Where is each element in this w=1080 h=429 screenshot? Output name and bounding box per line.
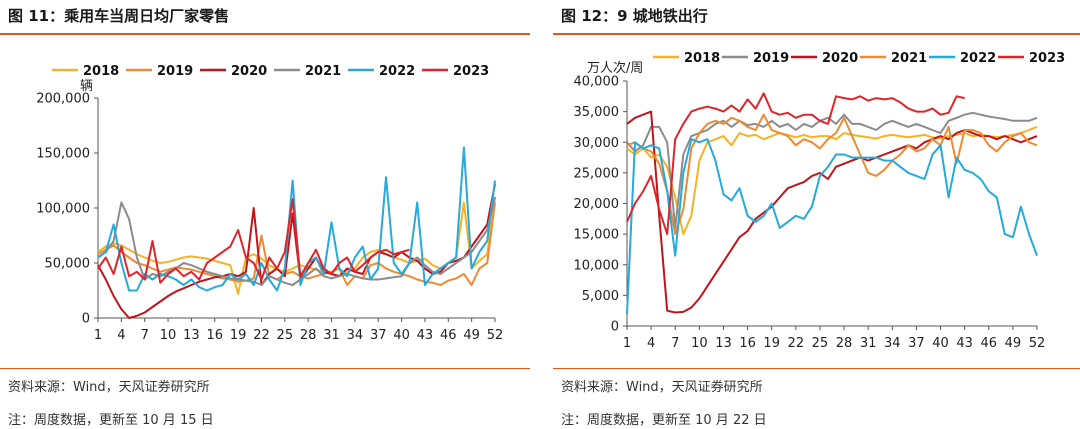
source-rule [0,368,530,369]
x-tick-label: 37 [908,336,925,351]
source-rule [553,368,1080,369]
x-tick-label: 25 [812,336,829,351]
series-line-2021 [97,196,496,286]
legend-label-2019: 2019 [753,51,789,66]
left-panel: 图 11：乘用车当周日均厂家零售 0 50,000 100,000 150,000 20… [0,0,530,429]
y-tick-label: 100,000 [36,202,90,217]
x-tick-label: 40 [932,336,949,351]
legend-label-2018: 2018 [684,51,720,66]
series-line-2020 [626,110,1038,314]
series-line-2023 [626,92,965,236]
x-tick-label: 19 [763,336,780,351]
legend-label-2020: 2020 [231,64,267,79]
y-tick-label: 5,000 [582,289,619,304]
x-tick-label: 4 [647,336,655,351]
series-line-2019 [626,111,1038,229]
x-tick-label: 16 [206,328,223,343]
x-tick-label: 25 [277,328,294,343]
y-tick-label: 50,000 [45,257,91,272]
legend-label-2021: 2021 [891,51,927,66]
source-text: 资料来源：Wind，天风证券研究所 [8,380,210,395]
x-tick-label: 4 [117,328,125,343]
x-tick-label: 22 [253,328,270,343]
y-axis-unit-label: 万人次/周 [587,60,643,76]
series-line-2020 [97,183,496,319]
subway-ridership-chart: 0 5,000 10,000 15,000 20,000 25,000 30,000 35,0… [574,51,1066,351]
x-tick-label: 49 [463,328,480,343]
x-tick-label: 46 [440,328,457,343]
legend-label-2018: 2018 [83,64,119,79]
x-tick-label: 31 [860,336,877,351]
y-tick-label: 0 [611,320,619,335]
legend-label-2020: 2020 [822,51,858,66]
x-tick-label: 28 [836,336,853,351]
y-tick-label: 25,000 [574,166,620,181]
legend-label-2022: 2022 [960,51,996,66]
series-line-2022 [626,138,1038,314]
y-tick-label: 0 [82,312,90,327]
x-tick-label: 10 [160,328,177,343]
series-line-2018 [97,196,496,295]
x-tick-label: 13 [183,328,200,343]
chart-title: 图 12：9 城地铁出行 [561,7,708,25]
y-tick-label: 20,000 [574,197,620,212]
x-tick-label: 16 [739,336,756,351]
x-tick-label: 10 [691,336,708,351]
note-text: 注：周度数据，更新至 10 月 15 日 [8,413,214,428]
chart-title: 图 11：乘用车当周日均厂家零售 [8,7,230,25]
legend-label-2022: 2022 [379,64,415,79]
series-line-2019 [97,202,496,286]
source-text: 资料来源：Wind，天风证券研究所 [561,380,763,395]
y-tick-label: 10,000 [574,258,620,273]
legend-label-2019: 2019 [157,64,193,79]
legend-label-2023: 2023 [1029,51,1065,66]
y-tick-label: 200,000 [36,92,90,107]
series-line-2023 [97,198,410,284]
y-tick-label: 40,000 [574,75,620,90]
title-rule [0,33,530,35]
x-tick-label: 34 [884,336,901,351]
legend-label-2021: 2021 [305,64,341,79]
legend-label-2023: 2023 [453,64,489,79]
x-tick-label: 31 [323,328,340,343]
x-tick-label: 1 [623,336,631,351]
x-tick-label: 22 [788,336,805,351]
x-tick-label: 52 [1029,336,1046,351]
x-tick-label: 49 [1005,336,1022,351]
x-tick-label: 1 [94,328,102,343]
y-tick-label: 15,000 [574,228,620,243]
note-text: 注：周度数据，更新至 10 月 22 日 [561,413,767,428]
x-tick-label: 43 [417,328,434,343]
series-line-2018 [626,125,1038,236]
y-tick-label: 35,000 [574,105,620,120]
x-tick-label: 46 [980,336,997,351]
x-tick-label: 7 [671,336,679,351]
title-rule [553,33,1080,35]
x-tick-label: 37 [370,328,387,343]
y-axis-unit-label: 辆 [80,79,93,94]
x-tick-label: 34 [347,328,364,343]
x-tick-label: 28 [300,328,317,343]
x-tick-label: 7 [141,328,149,343]
right-panel: 图 12：9 城地铁出行 0 5,000 10,000 15,000 20,000 25,… [553,0,1080,429]
x-tick-label: 19 [230,328,247,343]
y-tick-label: 150,000 [36,147,90,162]
x-tick-label: 43 [956,336,973,351]
x-tick-label: 40 [393,328,410,343]
y-tick-label: 30,000 [574,136,620,151]
x-tick-label: 13 [715,336,732,351]
x-tick-label: 52 [487,328,504,343]
